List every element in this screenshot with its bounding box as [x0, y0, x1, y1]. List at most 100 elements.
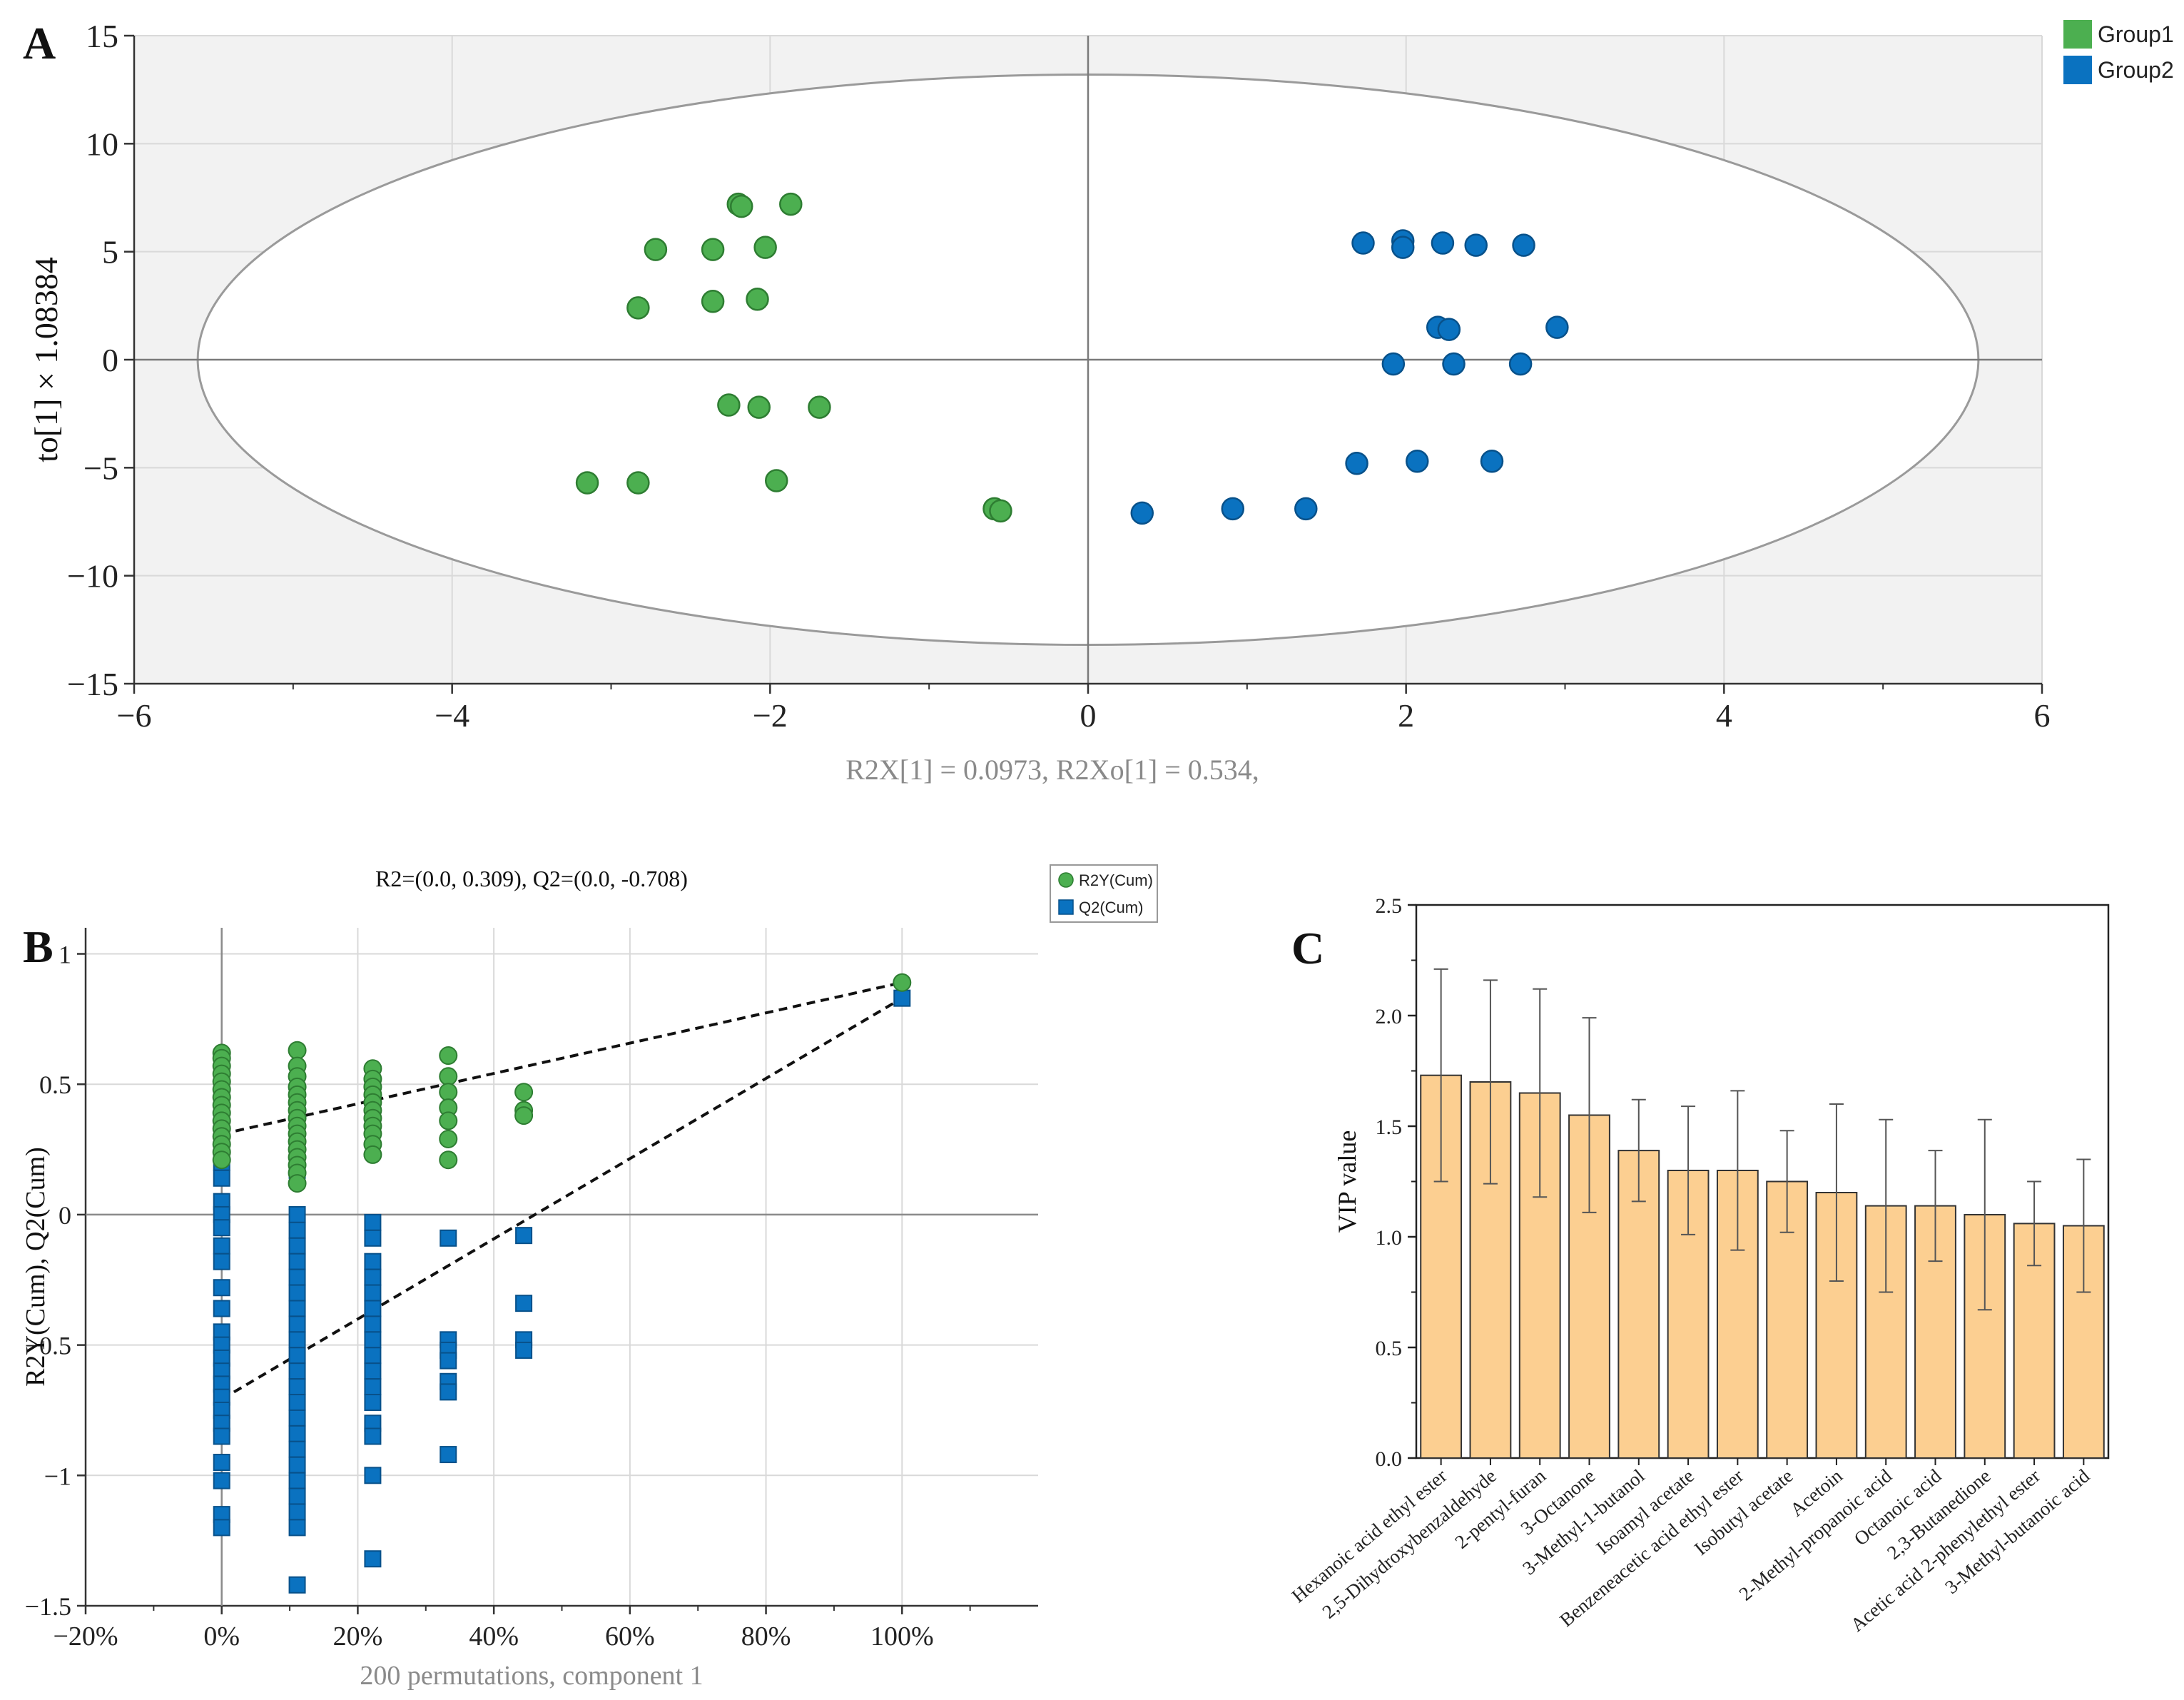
q2-point: [288, 1237, 306, 1255]
panel-a-points: [575, 192, 1569, 525]
panel-c-y-tick-label: 1.0: [1376, 1226, 1403, 1250]
group1-point: [989, 499, 1012, 523]
panel-a-legend: Group1 Group2: [2063, 20, 2174, 84]
q2-point: [893, 989, 911, 1007]
panel-c-bars: [1420, 968, 2105, 1465]
q2-point: [288, 1221, 306, 1239]
q2-point: [364, 1347, 382, 1365]
q2-point: [213, 1519, 230, 1537]
group1-point: [701, 290, 725, 313]
group2-point: [1512, 233, 1535, 257]
q2-point: [515, 1227, 533, 1245]
q2-point: [213, 1454, 230, 1472]
group1-point: [808, 395, 831, 419]
panel-a-x-tick-label: 4: [1716, 697, 1732, 734]
r2y-point: [439, 1150, 458, 1170]
group1-point: [764, 469, 788, 492]
panel-b-y-tick-label: 1: [59, 941, 71, 969]
panel-c-y-tick-label: 0.0: [1376, 1447, 1403, 1471]
q2-point: [440, 1383, 457, 1401]
panel-a-y-tick-label: −10: [67, 558, 118, 595]
q2-point: [213, 1219, 230, 1237]
q2-point: [515, 1341, 533, 1359]
group1-point: [729, 194, 753, 218]
panel-a-x-axis-label: R2X[1] = 0.0973, R2Xo[1] = 0.534,: [845, 754, 1259, 786]
q2-point: [288, 1268, 306, 1286]
q2-point: [364, 1362, 382, 1380]
group1-point: [779, 192, 803, 216]
panel-b-x-tick-label: 100%: [870, 1621, 934, 1651]
panel-b-gridlines: [86, 928, 1038, 1606]
q2-point: [288, 1394, 306, 1411]
panel-a-y-tick-label: 15: [86, 18, 118, 54]
q2-point: [213, 1427, 230, 1445]
legend-label-group1: Group1: [2098, 21, 2174, 47]
panel-a-x-tick-label: −6: [117, 697, 152, 734]
q2-point: [288, 1472, 306, 1489]
panel-a-x-tick-label: 6: [2034, 697, 2051, 734]
q2-point: [440, 1229, 457, 1247]
q2-point: [288, 1205, 306, 1223]
panel-a-x-tick-label: −2: [753, 697, 788, 734]
r2y-point: [514, 1083, 534, 1102]
group1-point: [626, 296, 650, 320]
q2-point: [515, 1295, 533, 1312]
panel-a-y-axis-label: to[1] × 1.08384: [28, 257, 64, 462]
panel-a-y-tick-label: −5: [83, 450, 118, 486]
legend-label: R2Y(Cum): [1079, 871, 1153, 889]
panel-a-y-tick-label: 10: [86, 126, 118, 162]
legend-marker-r2y: [1058, 872, 1074, 888]
panel-b-title: R2=(0.0, 0.309), Q2=(0.0, -0.708): [375, 866, 688, 891]
panel-b-x-tick-label: 80%: [741, 1621, 791, 1651]
panel-a-score-plot: A −6 −4 −2 0 2 4 6 15 10 5 0 −5 −10 −15 to[1] × 1.083…: [23, 18, 2174, 786]
group2-point: [1545, 315, 1569, 339]
regression-line-q2: [220, 996, 903, 1401]
panel-b-permutation-plot: B R2=(0.0, 0.309), Q2=(0.0, -0.708) −20%…: [21, 864, 1158, 1691]
q2-point: [364, 1268, 382, 1286]
panel-c-vip-bar-chart: C 0.0 0.5 1.0 1.5 2.0 2.5 Hexanoic acid ethyl…: [1288, 894, 2110, 1636]
q2-point: [288, 1576, 306, 1594]
r2y-point: [439, 1083, 458, 1102]
panel-b-y-axis-label: R2Y(Cum), Q2(Cum): [21, 1147, 51, 1387]
panel-c-y-tick-label: 2.0: [1376, 1005, 1403, 1028]
q2-point: [288, 1409, 306, 1427]
q2-point: [288, 1284, 306, 1302]
q2-point: [288, 1440, 306, 1458]
q2-point: [213, 1237, 230, 1255]
panel-b-y-tick-label: −1.5: [25, 1592, 71, 1621]
r2y-point: [893, 973, 912, 992]
group2-point: [1406, 450, 1429, 473]
q2-point: [364, 1378, 382, 1396]
legend-marker-q2: [1058, 899, 1074, 915]
panel-b-x-tick-label: −20%: [53, 1621, 118, 1651]
group2-point: [1480, 450, 1504, 473]
q2-point: [213, 1472, 230, 1489]
panel-a-x-tick-label: −4: [435, 697, 469, 734]
r2y-point: [288, 1174, 307, 1193]
group2-point: [1345, 452, 1368, 475]
panel-c-tick-labels: 0.0 0.5 1.0 1.5 2.0 2.5: [1376, 894, 1416, 1471]
q2-point: [288, 1362, 306, 1380]
panel-c-y-tick-label: 1.5: [1376, 1115, 1403, 1139]
panel-a-tick-labels: −6 −4 −2 0 2 4 6 15 10 5 0 −5 −10 −15: [67, 18, 2050, 734]
q2-point: [288, 1331, 306, 1349]
panel-b-x-tick-label: 0%: [203, 1621, 240, 1651]
group2-point: [1221, 497, 1245, 521]
panel-a-x-tick-label: 2: [1398, 697, 1414, 734]
q2-point: [288, 1300, 306, 1317]
q2-point: [288, 1425, 306, 1442]
r2y-point: [363, 1145, 382, 1164]
panel-b-legend: R2Y(Cum) Q2(Cum): [1050, 864, 1158, 923]
group1-point: [575, 471, 599, 495]
r2y-point: [439, 1067, 458, 1086]
panel-b-x-axis-label: 200 permutations, component 1: [360, 1661, 703, 1691]
q2-point: [288, 1503, 306, 1521]
panel-b-tick-labels: −20% 0% 20% 40% 60% 80% 100% 1 0.5 0 −0.5 −1 −1.5: [25, 941, 971, 1651]
group1-point: [644, 238, 668, 261]
panel-b-y-tick-label: 0.5: [39, 1071, 71, 1099]
panel-b-y-tick-label: −1: [44, 1462, 71, 1490]
group2-point: [1464, 233, 1488, 257]
group1-point: [717, 393, 741, 417]
panel-b-label: B: [23, 921, 54, 972]
q2-point: [364, 1331, 382, 1349]
